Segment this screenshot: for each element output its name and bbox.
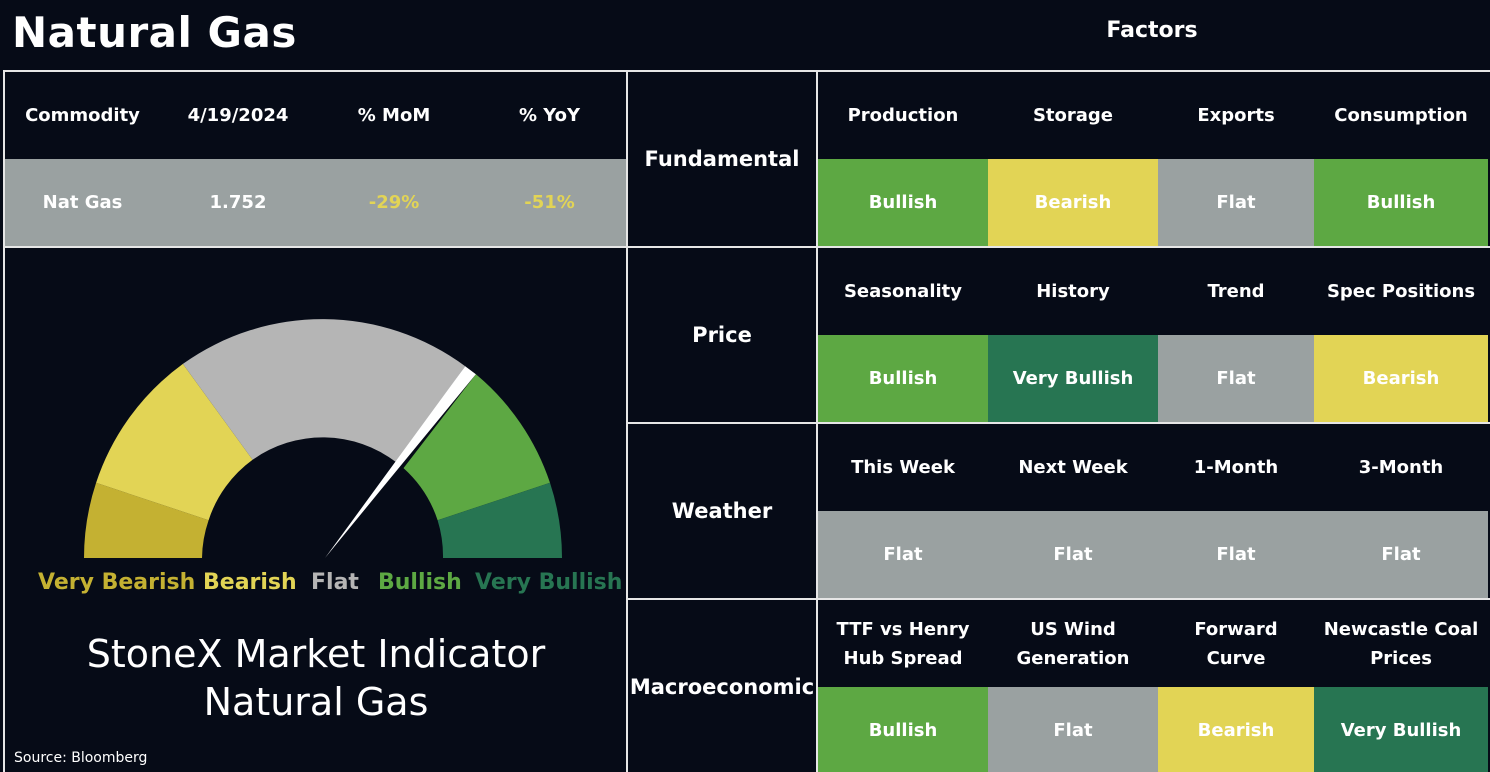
factor-name: Next Week <box>1018 457 1128 478</box>
factor-name: Consumption <box>1334 105 1468 126</box>
market-indicator-gauge <box>84 319 563 558</box>
factor-rating: Flat <box>988 687 1158 772</box>
category-divider <box>816 70 818 772</box>
factor-rating: Bearish <box>988 159 1158 246</box>
factor-name: Trend <box>1207 281 1265 302</box>
indicator-title-line-1: StoneX Market Indicator <box>86 632 546 676</box>
row-divider-3 <box>626 598 1490 600</box>
factor-rating: Very Bullish <box>1314 687 1488 772</box>
factors-title: Factors <box>1106 18 1198 43</box>
factor-rating: Bullish <box>818 335 988 422</box>
gauge-label-very-bearish: Very Bearish <box>38 570 196 595</box>
mom-header: % MoM <box>357 105 431 126</box>
mom-value: -29% <box>368 192 420 213</box>
row-divider-2 <box>626 422 1490 424</box>
indicator-title-line-2: Natural Gas <box>203 680 429 724</box>
category-label: Fundamental <box>644 146 800 171</box>
factor-name: US Wind Generation <box>1016 618 1130 669</box>
factor-name: Exports <box>1197 105 1275 126</box>
gauge-segment-flat <box>182 319 466 463</box>
left-panel-divider <box>626 70 628 772</box>
header-divider <box>4 70 1490 72</box>
factor-rating: Flat <box>1158 335 1314 422</box>
commodity-price: 1.752 <box>209 192 267 213</box>
gauge-segment-very-bearish <box>84 482 209 558</box>
gauge-segment-bullish <box>403 374 550 521</box>
factor-name: Spec Positions <box>1326 281 1476 302</box>
source-note: Source: Bloomberg <box>14 750 148 766</box>
factor-rating: Flat <box>1314 511 1488 598</box>
gauge-label-bearish: Bearish <box>203 570 297 595</box>
factor-name: Production <box>847 105 959 126</box>
factor-rating: Bearish <box>1314 335 1488 422</box>
commodity-table-bottom <box>4 246 626 248</box>
factor-rating: Bearish <box>1158 687 1314 772</box>
factor-name: Forward Curve <box>1194 618 1278 669</box>
gauge-label-flat: Flat <box>311 570 359 595</box>
yoy-value: -51% <box>524 192 575 213</box>
factor-name: 1-Month <box>1193 457 1279 478</box>
factor-name: Storage <box>1032 105 1114 126</box>
factor-rating: Flat <box>1158 159 1314 246</box>
category-label: Weather <box>671 498 773 523</box>
factor-name: 3-Month <box>1358 457 1444 478</box>
factor-rating: Bullish <box>818 159 988 246</box>
factor-name: This Week <box>851 457 955 478</box>
left-border <box>3 70 5 772</box>
factor-rating: Flat <box>1158 511 1314 598</box>
gauge-label-very-bullish: Very Bullish <box>475 570 623 595</box>
row-divider-1 <box>626 246 1490 248</box>
gauge-needle <box>325 366 476 558</box>
gauge-label-bullish: Bullish <box>378 570 462 595</box>
factor-name: Newcastle Coal Prices <box>1323 618 1479 669</box>
category-label: Macroeconomic <box>629 674 815 699</box>
factor-rating: Flat <box>988 511 1158 598</box>
page-title: Natural Gas <box>12 8 297 57</box>
factor-rating: Bullish <box>818 687 988 772</box>
gauge-segment-very-bullish <box>437 482 563 558</box>
factor-rating: Very Bullish <box>988 335 1158 422</box>
commodity-row-background <box>5 159 626 246</box>
date-header: 4/19/2024 <box>187 105 289 126</box>
commodity-header: Commodity <box>25 105 140 126</box>
yoy-header: % YoY <box>518 105 581 126</box>
factor-name: Seasonality <box>843 281 963 302</box>
commodity-name: Nat Gas <box>42 192 123 213</box>
indicator-title: StoneX Market Indicator Natural Gas <box>6 630 626 726</box>
factor-rating: Flat <box>818 511 988 598</box>
category-label: Price <box>692 322 752 347</box>
gauge-segment-bearish <box>96 363 253 521</box>
factor-name: History <box>1036 281 1110 302</box>
factor-name: TTF vs Henry Hub Spread <box>836 618 970 669</box>
factor-rating: Bullish <box>1314 159 1488 246</box>
